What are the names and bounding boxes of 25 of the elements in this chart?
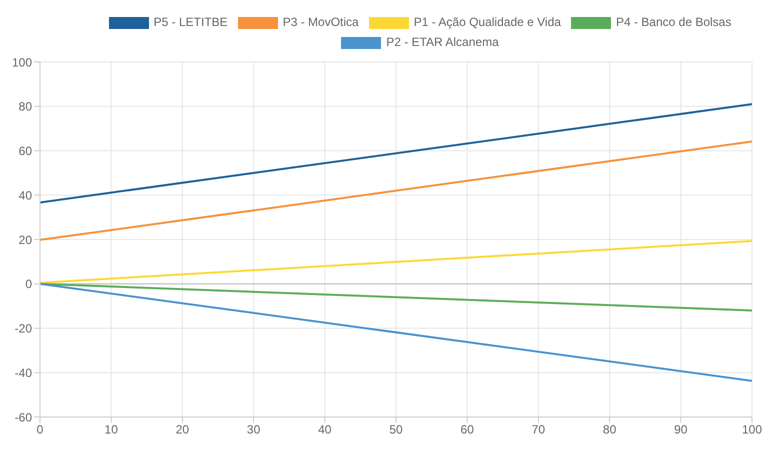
x-tick-label: 90 <box>674 422 688 437</box>
legend-label: P4 - Banco de Bolsas <box>616 15 732 29</box>
legend-label: P3 - MovOtica <box>282 15 359 29</box>
y-tick-label: 80 <box>18 100 32 114</box>
y-tick-label: 40 <box>18 188 32 202</box>
y-tick-label: 60 <box>18 144 32 158</box>
legend-label: P1 - Ação Qualidade e Vida <box>414 15 561 29</box>
x-tick-label: 10 <box>104 422 118 437</box>
y-tick-label: -20 <box>14 322 32 336</box>
y-tick-label: -60 <box>14 410 32 424</box>
x-tick-label: 40 <box>318 422 332 437</box>
y-tick-label: 0 <box>25 277 32 292</box>
x-tick-label: 50 <box>389 422 403 437</box>
legend-label: P5 - LETITBE <box>154 15 228 29</box>
x-tick-label: 20 <box>176 422 190 437</box>
x-tick-label: 80 <box>602 422 617 437</box>
legend-label: P2 - ETAR Alcanema <box>386 35 499 49</box>
y-tick-label: 20 <box>18 232 32 247</box>
x-tick-label: 70 <box>532 422 546 437</box>
x-tick-label: 100 <box>742 422 762 437</box>
x-tick-label: 30 <box>246 422 261 437</box>
y-tick-label: -40 <box>14 366 32 380</box>
y-tick-label: 100 <box>12 55 32 70</box>
x-tick-label: 60 <box>460 422 474 437</box>
x-tick-label: 0 <box>36 422 44 437</box>
